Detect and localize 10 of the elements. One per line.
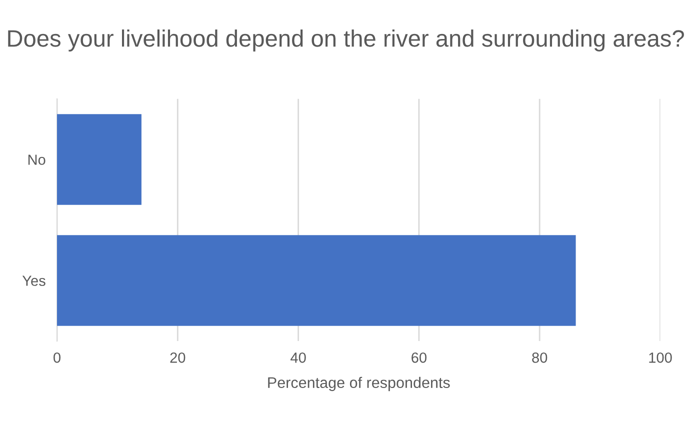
y-tick-label: No [28, 154, 46, 165]
x-tick-label: 100 [649, 352, 672, 363]
x-tick-label: 40 [290, 352, 306, 363]
x-tick-label: 0 [54, 352, 60, 363]
x-tick-label: 60 [412, 352, 426, 363]
y-tick-label: Yes [22, 276, 46, 286]
x-axis-title: Percentage of respondents [268, 376, 450, 392]
x-tick-label: 20 [170, 352, 186, 363]
x-tick-label: 80 [532, 352, 548, 363]
chart-title: Does your livelihood depend on the river and surrounding areas? [8, 29, 684, 52]
